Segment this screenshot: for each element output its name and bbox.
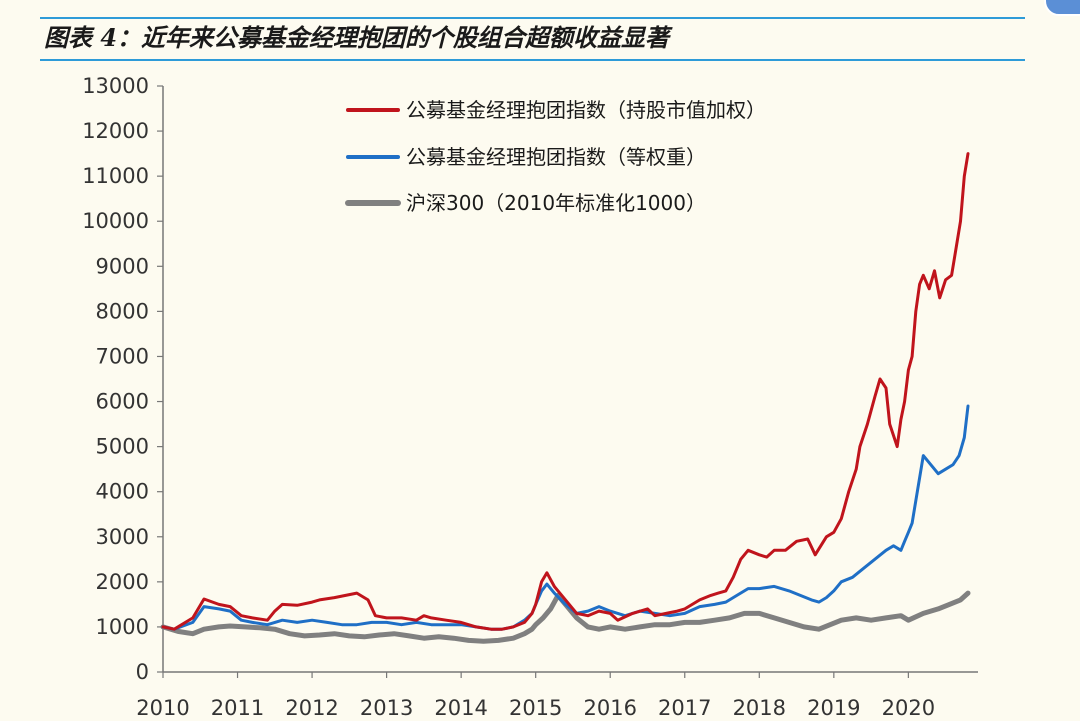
corner-badge-icon bbox=[1044, 0, 1080, 16]
y-tick-label: 10000 bbox=[82, 209, 149, 233]
y-tick-label: 13000 bbox=[82, 74, 149, 98]
chart-axes bbox=[162, 86, 978, 673]
y-tick-label: 6000 bbox=[96, 390, 149, 414]
series-line-1 bbox=[161, 404, 970, 631]
x-tick-label: 2020 bbox=[882, 696, 935, 720]
x-tick-label: 2018 bbox=[733, 696, 786, 720]
series-lines bbox=[160, 152, 971, 644]
figure-title: 图表 4：近年来公募基金经理抱团的个股组合超额收益显著 bbox=[44, 23, 670, 52]
x-tick-label: 2014 bbox=[434, 696, 487, 720]
x-tick-label: 2015 bbox=[509, 696, 562, 720]
x-tick-label: 2019 bbox=[807, 696, 860, 720]
y-tick-label: 9000 bbox=[96, 254, 149, 278]
x-tick-label: 2010 bbox=[136, 696, 189, 720]
legend-label-2: 沪深300（2010年标准化1000） bbox=[406, 191, 706, 215]
series-line-0 bbox=[161, 152, 970, 631]
y-tick-label: 8000 bbox=[96, 299, 149, 323]
x-tick-label: 2017 bbox=[658, 696, 711, 720]
legend-label-1: 公募基金经理抱团指数（等权重） bbox=[406, 145, 706, 169]
y-tick-label: 11000 bbox=[82, 164, 149, 188]
y-tick-label: 0 bbox=[136, 660, 149, 684]
x-tick-label: 2013 bbox=[360, 696, 413, 720]
y-tick-label: 5000 bbox=[96, 435, 149, 459]
legend-label-0: 公募基金经理抱团指数（持股市值加权） bbox=[406, 98, 766, 122]
title-rule-top bbox=[40, 17, 1025, 19]
x-axis-ticks: 2010 2011 2012 2013 2014 2015 2016 2017 2018 2019… bbox=[136, 672, 935, 720]
x-tick-label: 2011 bbox=[211, 696, 264, 720]
chart-legend: 公募基金经理抱团指数（持股市值加权） 公募基金经理抱团指数（等权重） 沪深300（2… bbox=[345, 98, 766, 215]
y-tick-label: 12000 bbox=[82, 119, 149, 143]
y-tick-label: 4000 bbox=[96, 480, 149, 504]
x-tick-label: 2016 bbox=[583, 696, 636, 720]
y-tick-label: 1000 bbox=[96, 615, 149, 639]
x-tick-label: 2012 bbox=[285, 696, 338, 720]
y-tick-label: 7000 bbox=[96, 344, 149, 368]
y-tick-label: 3000 bbox=[96, 525, 149, 549]
y-tick-label: 2000 bbox=[96, 570, 149, 594]
y-axis-ticks: 0 1000 2000 3000 4000 5000 6000 7000 8000 9000 100… bbox=[82, 74, 163, 684]
title-rule-bottom bbox=[40, 59, 1025, 61]
